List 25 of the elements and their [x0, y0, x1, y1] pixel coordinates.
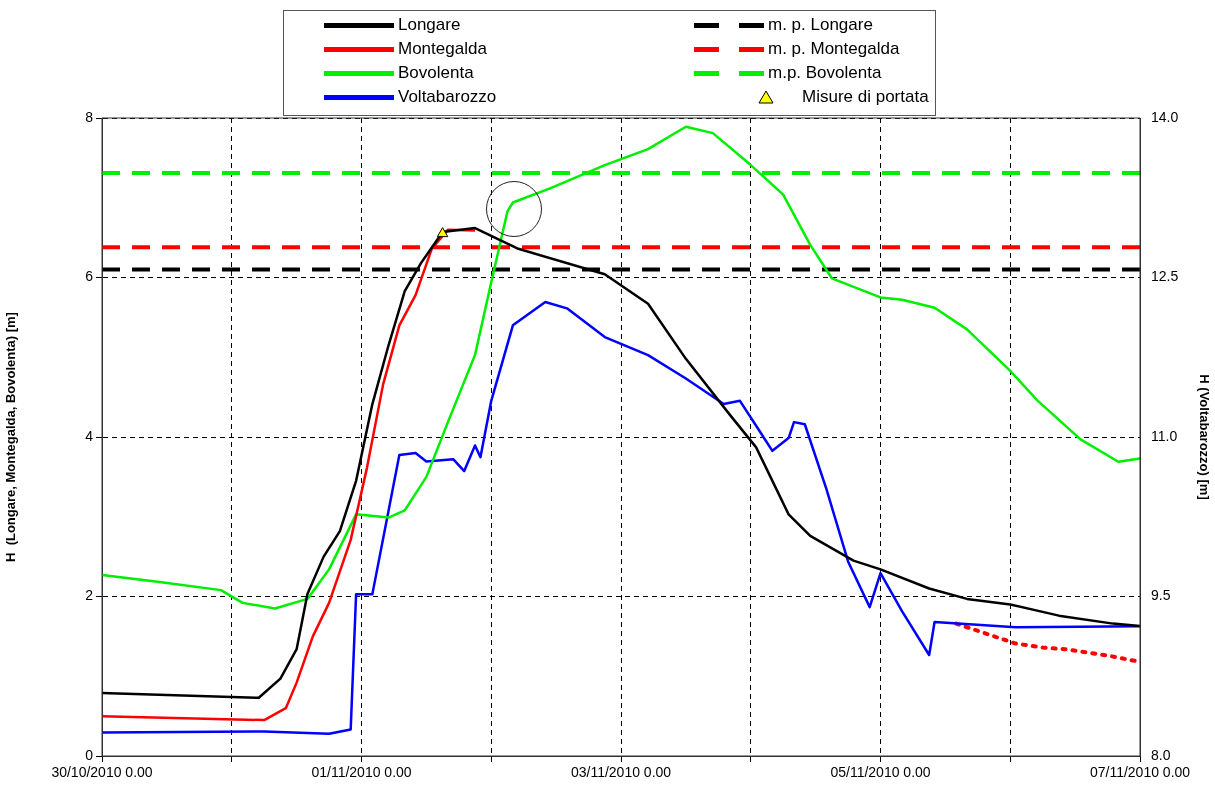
- y2-tick-label: 12.5: [1151, 268, 1179, 285]
- y2-tick-label: 11.0: [1151, 427, 1178, 444]
- x-tick-label: 03/11/2010 0.00: [570, 764, 672, 781]
- y-tick-label: 6: [85, 268, 94, 285]
- legend-label: Voltabarozzo: [398, 87, 497, 107]
- x-tick-label: 30/10/2010 0.00: [51, 764, 153, 781]
- y-tick-label: 2: [85, 587, 94, 604]
- y-tick-label: 8: [85, 108, 94, 125]
- x-tick-label: 01/11/2010 0.00: [311, 764, 412, 781]
- y2-axis-title: H (Voltabarozzo) [m]: [1196, 374, 1212, 500]
- legend-label: Bovolenta: [398, 63, 474, 83]
- legend-label: Misure di portata: [802, 87, 929, 107]
- legend-label: Longare: [398, 15, 461, 35]
- y2-tick-label: 14.0: [1151, 108, 1179, 125]
- x-tick-label: 05/11/2010 0.00: [830, 764, 931, 781]
- y-tick-label: 0: [85, 746, 94, 763]
- y2-tick-label: 8.0: [1151, 746, 1171, 763]
- legend-label: m. p. Longare: [768, 15, 873, 35]
- legend-label: Montegalda: [398, 39, 487, 59]
- legend-label: m. p. Montegalda: [768, 39, 900, 59]
- y-axis-title: H (Longare, Montegalda, Bovolenta) [m]: [3, 312, 19, 562]
- y-tick-label: 4: [85, 427, 94, 444]
- y2-tick-label: 9.5: [1151, 587, 1171, 604]
- x-tick-label: 07/11/2010 0.00: [1089, 764, 1191, 781]
- legend-label: m.p. Bovolenta: [768, 63, 882, 83]
